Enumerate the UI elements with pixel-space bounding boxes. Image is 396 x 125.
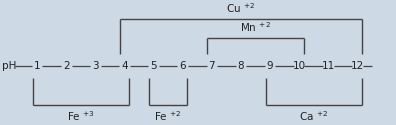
Text: pH: pH xyxy=(2,61,17,71)
Text: Cu $^{+2}$: Cu $^{+2}$ xyxy=(227,2,255,15)
Text: Fe $^{+3}$: Fe $^{+3}$ xyxy=(67,110,95,124)
Text: 5: 5 xyxy=(150,61,157,71)
Text: 11: 11 xyxy=(322,61,335,71)
Text: 1: 1 xyxy=(34,61,40,71)
Text: 3: 3 xyxy=(92,61,99,71)
Text: 6: 6 xyxy=(179,61,186,71)
Text: 7: 7 xyxy=(209,61,215,71)
Text: 4: 4 xyxy=(121,61,128,71)
Text: Ca $^{+2}$: Ca $^{+2}$ xyxy=(299,110,328,124)
Text: Mn $^{+2}$: Mn $^{+2}$ xyxy=(240,20,271,34)
Text: 10: 10 xyxy=(293,61,306,71)
Text: Fe $^{+2}$: Fe $^{+2}$ xyxy=(154,110,182,124)
Text: 9: 9 xyxy=(267,61,273,71)
Text: 2: 2 xyxy=(63,61,70,71)
Text: 8: 8 xyxy=(238,61,244,71)
Text: 12: 12 xyxy=(351,61,364,71)
